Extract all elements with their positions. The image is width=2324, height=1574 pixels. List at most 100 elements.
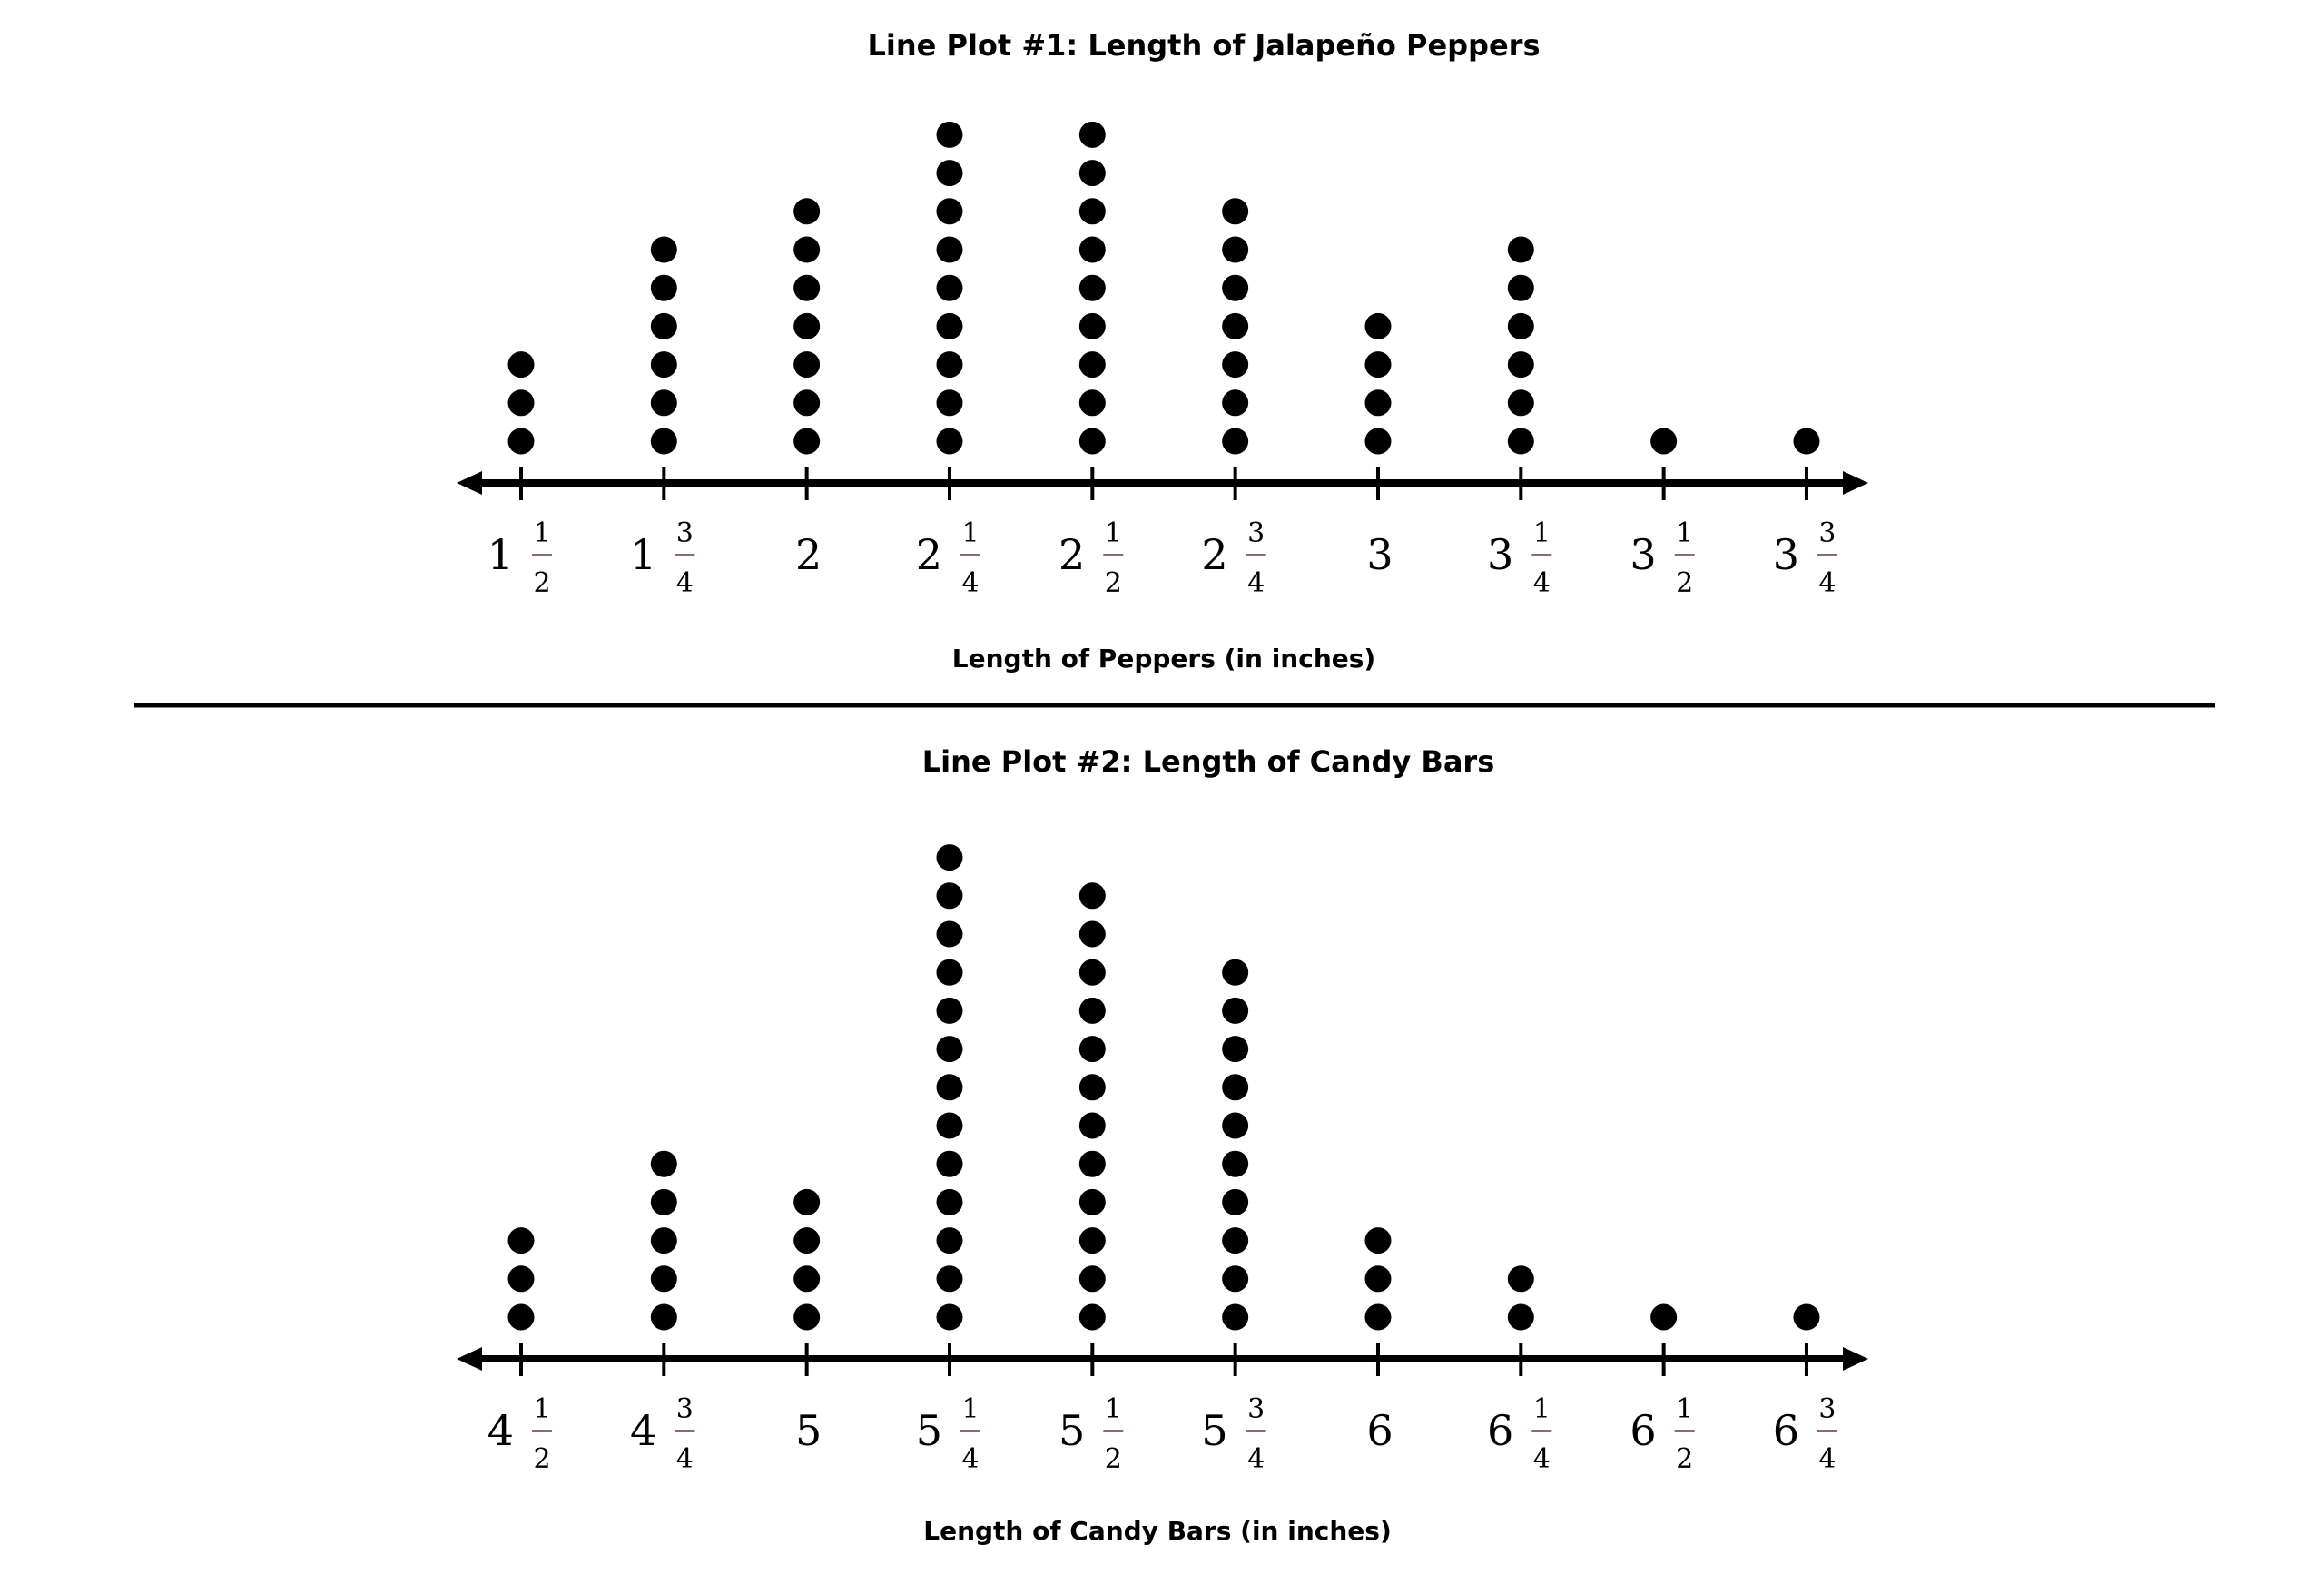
fraction-bar <box>1531 554 1552 556</box>
data-dot <box>936 1074 963 1101</box>
data-dot <box>650 312 677 339</box>
fraction-bar <box>960 554 980 556</box>
data-dot <box>650 351 677 379</box>
data-dot <box>650 274 677 301</box>
x-axis-title: Length of Candy Bars (in inches) <box>923 1516 1392 1546</box>
dot-columns <box>507 121 1820 455</box>
dot-column <box>1650 428 1678 455</box>
dot-column <box>1222 959 1249 1331</box>
data-dot <box>936 920 963 948</box>
tick-denominator: 4 <box>961 1443 979 1475</box>
data-dot <box>1078 160 1106 187</box>
tick-denominator: 4 <box>1247 567 1265 599</box>
data-dot <box>1222 312 1249 339</box>
plot-title: Line Plot #2: Length of Candy Bars <box>922 744 1494 779</box>
data-dot <box>1364 428 1392 455</box>
tick-numerator: 3 <box>1818 1393 1836 1425</box>
tick-denominator: 2 <box>1676 1443 1693 1475</box>
data-dot <box>1078 236 1106 263</box>
tick-whole-number: 2 <box>1201 530 1227 579</box>
tick-numerator: 1 <box>961 1393 979 1425</box>
data-dot <box>1078 121 1106 148</box>
data-dot <box>1793 1303 1820 1331</box>
data-dot <box>1364 389 1392 417</box>
tick-label: 6 1 2 <box>1630 1393 1695 1475</box>
data-dot <box>936 997 963 1024</box>
arrow-left-icon <box>457 471 482 495</box>
tick-denominator: 4 <box>676 567 694 599</box>
data-dot <box>1078 959 1106 986</box>
data-dot <box>936 389 963 417</box>
fraction-bar <box>1103 1430 1124 1432</box>
data-dot <box>1793 428 1820 455</box>
data-dot <box>650 389 677 417</box>
data-dot <box>1078 1150 1106 1177</box>
tick-whole-number: 6 <box>1487 1406 1513 1455</box>
data-dot <box>936 312 963 339</box>
data-dot <box>1222 428 1249 455</box>
tick-whole-number: 2 <box>916 530 942 579</box>
tick-whole-number: 3 <box>1366 530 1393 579</box>
tick-label: 6 1 4 <box>1487 1393 1552 1475</box>
tick-numerator: 3 <box>676 517 694 549</box>
tick-numerator: 1 <box>961 517 979 549</box>
tick-numerator: 1 <box>533 1393 550 1425</box>
tick-numerator: 1 <box>1676 517 1693 549</box>
tick-whole-number: 1 <box>630 530 656 579</box>
data-dot <box>936 844 963 871</box>
data-dot <box>1222 997 1249 1024</box>
fraction-bar <box>960 1430 980 1432</box>
data-dot <box>1078 1112 1106 1139</box>
data-dot <box>507 389 535 417</box>
data-dot <box>1222 351 1249 379</box>
tick-label: 3 1 2 <box>1630 517 1695 599</box>
tick-numerator: 3 <box>1247 517 1265 549</box>
data-dot <box>1078 1227 1106 1254</box>
data-dot <box>936 1188 963 1215</box>
fraction-bar <box>532 554 552 556</box>
data-dot <box>1507 236 1534 263</box>
dot-column <box>793 198 821 455</box>
data-dot <box>936 959 963 986</box>
data-dot <box>507 351 535 379</box>
tick-whole-number: 3 <box>1773 530 1799 579</box>
tick-numerator: 3 <box>1247 1393 1265 1425</box>
tick-denominator: 4 <box>1818 567 1836 599</box>
tick-denominator: 2 <box>533 1443 550 1475</box>
fraction-bar <box>675 554 695 556</box>
data-dot <box>650 1227 677 1254</box>
plot-title: Line Plot #1: Length of Jalapeño Peppers <box>868 28 1541 63</box>
data-dot <box>793 274 821 301</box>
data-dot <box>1507 312 1534 339</box>
data-dot <box>1364 351 1392 379</box>
tick-whole-number: 5 <box>1201 1406 1227 1455</box>
dot-column <box>1364 1227 1392 1331</box>
data-dot <box>1222 274 1249 301</box>
data-dot <box>1078 997 1106 1024</box>
tick-whole-number: 6 <box>1630 1406 1656 1455</box>
data-dot <box>507 428 535 455</box>
tick-denominator: 2 <box>533 567 550 599</box>
data-dot <box>1222 389 1249 417</box>
tick-numerator: 1 <box>1533 1393 1551 1425</box>
data-dot <box>1222 1074 1249 1101</box>
tick-label: 4 1 2 <box>487 1393 552 1475</box>
dot-column <box>1507 1265 1534 1331</box>
data-dot <box>1078 351 1106 379</box>
dot-column <box>650 236 677 455</box>
data-dot <box>936 236 963 263</box>
data-dot <box>1507 428 1534 455</box>
data-dot <box>793 351 821 379</box>
data-dot <box>936 1112 963 1139</box>
data-dot <box>936 1265 963 1293</box>
data-dot <box>1078 882 1106 910</box>
tick-labels: 1 121 342 2 142 122 343 3 143 123 34 <box>487 517 1837 599</box>
dot-column <box>1793 428 1820 455</box>
dot-column <box>1078 882 1106 1331</box>
dot-column <box>936 844 963 1331</box>
tick-whole-number: 6 <box>1366 1406 1393 1455</box>
data-dot <box>1222 1227 1249 1254</box>
data-dot <box>1507 389 1534 417</box>
data-dot <box>1222 236 1249 263</box>
data-dot <box>1078 428 1106 455</box>
